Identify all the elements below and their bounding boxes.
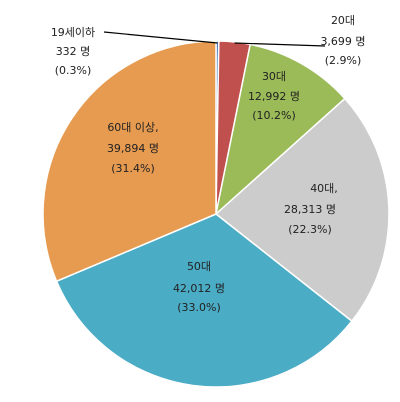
pie-slice-50s <box>55 213 353 388</box>
label-group-40s: 40대, 28,313 명 (22.3%) <box>284 182 338 236</box>
slice-count-20s: 3,699 명 <box>320 35 365 48</box>
slice-label-19-under: 19세이하 <box>51 25 95 39</box>
label-group-30s: 30대 12,992 명 (10.2%) <box>248 70 300 122</box>
slice-label-30s: 30대 <box>262 70 286 83</box>
leader-line-20s <box>234 42 326 47</box>
slice-label-50s: 50대 <box>187 260 211 273</box>
label-group-60-plus: 60대 이상, 39,894 명 (31.4%) <box>107 121 159 175</box>
slice-percent-40s: (22.3%) <box>288 223 332 236</box>
slice-percent-50s: (33.0%) <box>177 301 221 314</box>
slice-label-40s: 40대, <box>310 182 338 195</box>
leader-line-19-under <box>103 31 218 44</box>
slice-count-40s: 28,313 명 <box>284 203 336 216</box>
slice-label-60-plus: 60대 이상, <box>107 121 158 134</box>
label-group-50s: 50대 42,012 명 (33.0%) <box>173 260 225 314</box>
slice-count-60-plus: 39,894 명 <box>107 142 159 155</box>
slice-percent-19-under: (0.3%) <box>55 64 92 77</box>
pie-slice-40s <box>214 97 390 323</box>
pie-slice-30s <box>214 43 346 217</box>
slice-labels: 19세이하 332 명 (0.3%) 20대 3,699 명 (2.9%) 30… <box>51 14 366 314</box>
label-group-19-under: 19세이하 332 명 (0.3%) <box>51 25 95 77</box>
pie-slices <box>42 40 390 388</box>
slice-count-19-under: 332 명 <box>56 45 91 58</box>
slice-percent-20s: (2.9%) <box>325 54 362 67</box>
slice-percent-30s: (10.2%) <box>252 109 296 122</box>
label-group-20s: 20대 3,699 명 (2.9%) <box>320 14 365 67</box>
slice-label-20s: 20대 <box>331 14 355 27</box>
pie-slice-60-plus <box>42 40 217 283</box>
leader-lines <box>103 31 326 47</box>
slice-percent-60-plus: (31.4%) <box>111 162 155 175</box>
slice-count-30s: 12,992 명 <box>248 90 300 103</box>
slice-count-50s: 42,012 명 <box>173 282 225 295</box>
